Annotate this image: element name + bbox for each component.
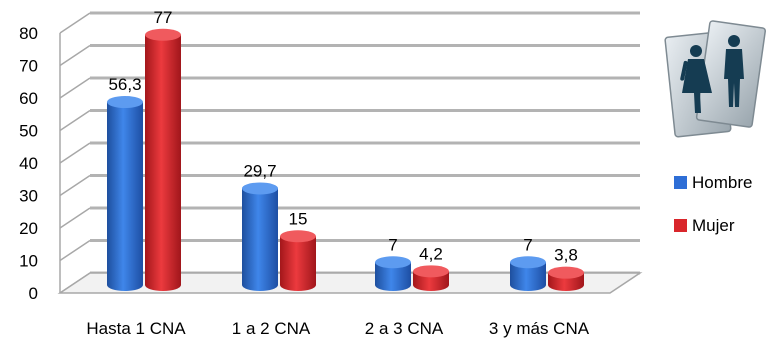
y-tick-label: 60 xyxy=(19,89,38,108)
bar-body xyxy=(510,262,546,291)
y-tick-label: 0 xyxy=(29,284,38,303)
gridlines xyxy=(57,11,643,294)
data-label-mujer: 15 xyxy=(289,209,308,228)
bar-top xyxy=(145,28,181,41)
bar-hombre-3: 7 xyxy=(510,235,546,291)
y-tick-label: 80 xyxy=(19,24,38,43)
y-tick-label: 30 xyxy=(19,187,38,206)
y-tick-label: 50 xyxy=(19,122,38,141)
restroom-sign-icon xyxy=(664,20,766,138)
data-label-hombre: 56,3 xyxy=(108,75,141,94)
bar-mujer-0: 77 xyxy=(145,8,181,291)
gridline-side xyxy=(59,174,91,197)
gridline-side xyxy=(59,12,91,34)
gridline-side xyxy=(59,109,91,132)
data-label-hombre: 29,7 xyxy=(243,161,276,180)
legend-item-mujer: Mujer xyxy=(674,216,735,235)
bar-mujer-1: 15 xyxy=(280,209,316,291)
bar-mujer-3: 3,8 xyxy=(548,246,584,291)
bar-hombre-1: 29,7 xyxy=(242,161,278,291)
y-tick-label: 40 xyxy=(19,154,38,173)
bar-body xyxy=(280,236,316,291)
gridline-side xyxy=(59,44,91,67)
data-label-hombre: 7 xyxy=(523,235,532,254)
bars: 56,3 77 29,7 15 7 4,2 7 3,8 xyxy=(107,8,584,292)
x-tick-label: 3 y más CNA xyxy=(489,319,590,338)
bar-top xyxy=(242,182,278,195)
legend-swatch-hombre xyxy=(674,176,687,189)
chart-floor xyxy=(57,272,643,294)
x-tick-label: 2 a 3 CNA xyxy=(365,319,444,338)
legend-swatch-mujer xyxy=(674,219,687,232)
legend-label-mujer: Mujer xyxy=(692,216,735,235)
bar-top xyxy=(375,256,411,269)
bar-top xyxy=(510,256,546,269)
bar-top xyxy=(548,266,584,279)
bar-hombre-0: 56,3 xyxy=(107,75,143,292)
bar-hombre-2: 7 xyxy=(375,235,411,291)
legend-item-hombre: Hombre xyxy=(674,173,752,192)
x-axis: Hasta 1 CNA 1 a 2 CNA 2 a 3 CNA 3 y más CNA xyxy=(86,319,589,338)
legend-label-hombre: Hombre xyxy=(692,173,752,192)
y-tick-label: 70 xyxy=(19,57,38,76)
gridline-side xyxy=(59,207,91,229)
x-tick-label: Hasta 1 CNA xyxy=(86,319,186,338)
y-axis: 0 10 20 30 40 50 60 70 80 xyxy=(19,24,38,303)
data-label-mujer: 3,8 xyxy=(554,246,578,265)
bar-body xyxy=(145,34,181,291)
gridline-side xyxy=(59,239,91,262)
gridline-side xyxy=(59,142,91,164)
bar-body xyxy=(242,188,278,291)
bar-top xyxy=(280,230,316,243)
y-tick-label: 10 xyxy=(19,252,38,271)
bar-body xyxy=(107,102,143,292)
data-label-hombre: 7 xyxy=(388,235,397,254)
y-tick-label: 20 xyxy=(19,219,38,238)
gridline-side xyxy=(59,77,91,99)
bar-top xyxy=(107,96,143,109)
bar-mujer-2: 4,2 xyxy=(413,244,449,291)
data-label-mujer: 77 xyxy=(154,8,173,27)
bar-body xyxy=(375,262,411,291)
x-tick-label: 1 a 2 CNA xyxy=(232,319,311,338)
data-label-mujer: 4,2 xyxy=(419,244,443,263)
legend: Hombre Mujer xyxy=(674,173,752,235)
bar-top xyxy=(413,265,449,278)
